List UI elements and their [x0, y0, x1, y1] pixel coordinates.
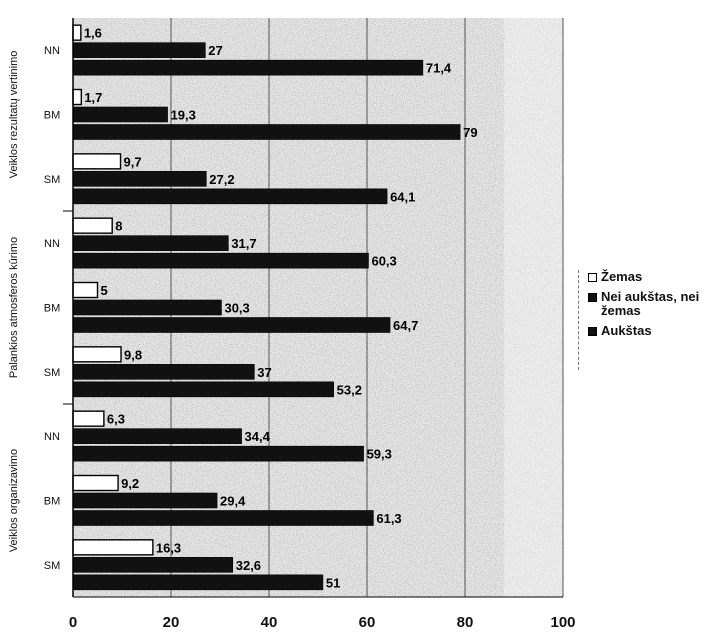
category-label: BM [44, 303, 61, 315]
group-label: Veiklos rezultatų vertinimo [8, 51, 20, 179]
data-label: 37 [257, 365, 271, 380]
group-label: Veiklos organizavimo [8, 449, 20, 552]
data-label: 16,3 [156, 540, 181, 555]
bar-zemas [72, 410, 105, 427]
bar-aukstas [72, 381, 334, 398]
legend: Žemas Nei aukštas, nei žemas Aukštas [588, 270, 726, 344]
x-tick-label: 100 [550, 614, 575, 631]
legend-swatch [588, 327, 597, 336]
data-label: 60,3 [371, 254, 396, 269]
data-label: 27,2 [209, 172, 234, 187]
data-label: 9,7 [124, 154, 142, 169]
data-label: 30,3 [224, 301, 249, 316]
category-label: NN [44, 431, 60, 443]
data-label: 64,7 [393, 318, 418, 333]
bar-nei-aukstas-nei-zemas [72, 492, 218, 509]
legend-item: Žemas [588, 270, 726, 284]
data-label: 1,7 [84, 90, 102, 105]
legend-swatch [588, 293, 597, 302]
bar-zemas [72, 153, 122, 170]
bar-nei-aukstas-nei-zemas [72, 299, 222, 316]
bar-aukstas [72, 252, 369, 269]
legend-label: Nei aukštas, nei žemas [601, 289, 700, 318]
bar-zemas [72, 346, 122, 363]
legend-swatch [588, 273, 597, 282]
bar-nei-aukstas-nei-zemas [72, 557, 234, 573]
category-label: BM [44, 110, 61, 122]
data-label: 6,3 [107, 412, 125, 427]
data-label: 61,3 [376, 511, 401, 526]
legend-item: Aukštas [588, 324, 726, 338]
data-label: 59,3 [367, 447, 392, 462]
bar-zemas [72, 539, 154, 556]
category-label: SM [44, 560, 61, 572]
x-tick-label: 80 [457, 614, 474, 631]
data-label: 9,2 [121, 476, 139, 491]
data-label: 27 [208, 43, 222, 58]
category-label: SM [44, 367, 61, 379]
data-label: 79 [463, 125, 477, 140]
category-label: NN [44, 238, 60, 250]
category-label: NN [44, 45, 60, 57]
data-label: 64,1 [390, 189, 415, 204]
data-label: 51 [326, 575, 340, 590]
bar-nei-aukstas-nei-zemas [72, 106, 168, 123]
data-label: 32,6 [236, 558, 261, 573]
bar-aukstas [72, 124, 461, 140]
bar-nei-aukstas-nei-zemas [72, 171, 207, 187]
bar-aukstas [72, 188, 388, 205]
data-label: 31,7 [231, 236, 256, 251]
data-label: 29,4 [220, 494, 246, 509]
bar-zemas [72, 88, 83, 106]
category-label: BM [44, 496, 61, 508]
bar-zemas [72, 24, 82, 41]
x-tick-label: 60 [359, 614, 376, 631]
data-label: 1,6 [84, 26, 102, 41]
data-label: 53,2 [337, 382, 362, 397]
bar-zemas [72, 474, 119, 492]
bar-zemas [72, 281, 99, 299]
bar-zemas [72, 217, 113, 234]
data-label: 8 [115, 219, 122, 234]
category-label: SM [44, 174, 61, 186]
bar-nei-aukstas-nei-zemas [72, 235, 229, 251]
bar-aukstas [72, 317, 391, 333]
legend-label: Žemas [601, 269, 643, 284]
plot-fade [504, 18, 563, 597]
x-tick-label: 20 [163, 614, 180, 631]
data-label: 5 [101, 283, 108, 298]
x-tick-label: 40 [261, 614, 278, 631]
bar-nei-aukstas-nei-zemas [72, 428, 242, 444]
bar-aukstas [72, 574, 324, 591]
x-tick-label: 0 [69, 614, 77, 631]
data-label: 34,4 [245, 429, 271, 444]
legend-label: Aukštas [601, 323, 652, 338]
legend-divider [578, 270, 580, 370]
bar-aukstas [72, 445, 364, 462]
bar-nei-aukstas-nei-zemas [72, 42, 206, 58]
data-label: 19,3 [171, 108, 196, 123]
data-label: 9,8 [124, 347, 142, 362]
bar-nei-aukstas-nei-zemas [72, 364, 255, 380]
group-label: Palankios atmosferos kūrimo [8, 237, 20, 378]
data-label: 71,4 [426, 61, 452, 76]
legend-item: Nei aukštas, nei žemas [588, 290, 726, 318]
bar-aukstas [72, 510, 374, 526]
bar-aukstas [72, 59, 424, 76]
